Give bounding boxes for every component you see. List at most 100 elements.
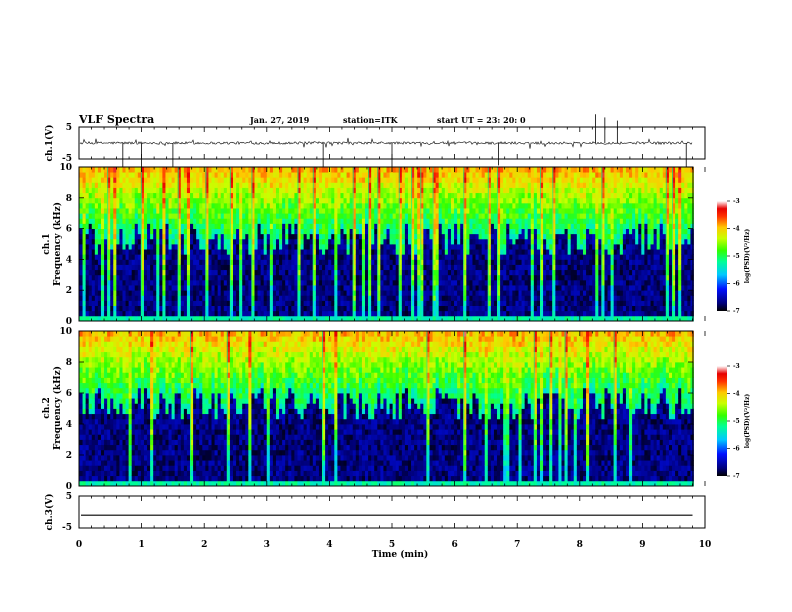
spectrogram-cell — [223, 279, 228, 286]
spectrogram-cell — [540, 305, 544, 312]
spectrogram-cell — [300, 300, 305, 306]
spectrogram-cell — [282, 300, 286, 306]
spectrogram-cell — [552, 238, 556, 245]
spectrogram-cell — [168, 285, 172, 291]
spectrogram-cell — [395, 279, 400, 286]
spectrogram-cell — [140, 233, 145, 240]
spectrogram-cell — [490, 285, 495, 291]
spectrogram-cell — [85, 197, 90, 204]
spectrogram-cell — [515, 310, 519, 317]
spectrogram-cell — [269, 315, 274, 322]
spectrogram-cell — [113, 223, 117, 229]
spectrogram-cell — [159, 290, 163, 296]
spectrogram-cell — [122, 244, 126, 250]
spectrogram-cell — [555, 187, 559, 194]
spectrogram-cell — [481, 279, 486, 286]
spectrogram-cell — [174, 233, 179, 240]
spectrogram-cell — [331, 177, 335, 183]
spectrogram-cell — [104, 305, 108, 312]
spectrogram-cell — [165, 177, 169, 183]
spectrogram-cell — [285, 223, 289, 229]
spectrogram-cell — [303, 197, 308, 204]
spectrogram-cell — [168, 172, 172, 178]
spectrogram-cell — [432, 295, 437, 301]
spectrogram-cell — [530, 218, 535, 224]
spectrogram-cell — [196, 192, 200, 199]
spectrogram-cell — [450, 208, 455, 214]
spectrogram-cell — [386, 218, 390, 224]
spectrogram-cell — [183, 167, 188, 173]
spectrogram-cell — [328, 244, 332, 250]
spectrogram-cell — [159, 254, 163, 260]
spectrogram-cell — [343, 244, 347, 250]
spectrogram-cell — [361, 208, 366, 214]
spectrogram-cell — [420, 259, 424, 265]
spectrogram-cell — [318, 254, 323, 260]
spectrogram-cell — [423, 315, 427, 322]
spectrogram-cell — [177, 233, 182, 240]
spectrogram-cell — [318, 172, 323, 178]
spectrogram-cell — [497, 254, 501, 260]
spectrogram-cell — [303, 254, 308, 260]
spectrogram-cell — [220, 269, 225, 276]
spectrogram-cell — [490, 208, 495, 214]
spectrogram-cell — [94, 244, 99, 250]
spectrogram-cell — [365, 182, 369, 188]
spectrogram-cell — [447, 285, 452, 291]
spectrogram-cell — [540, 228, 544, 235]
spectrogram-cell — [564, 274, 569, 281]
spectrogram-cell — [223, 177, 228, 183]
spectrogram-cell — [303, 172, 308, 178]
spectrogram-cell — [297, 167, 301, 173]
spectrogram-cell — [355, 290, 360, 296]
spectrogram-cell — [288, 202, 292, 209]
spectrogram-cell — [254, 300, 258, 306]
spectrogram-cell — [306, 295, 311, 301]
spectrogram-cell — [122, 182, 126, 188]
spectrogram-cell — [260, 177, 265, 183]
spectrogram-cell — [220, 228, 225, 235]
spectrogram-cell — [438, 202, 443, 209]
spectrogram-cell — [540, 197, 544, 204]
spectrogram-cell — [540, 300, 544, 306]
spectrogram-cell — [420, 238, 424, 245]
spectrogram-cell — [282, 218, 286, 224]
spectrogram-cell — [404, 202, 409, 209]
spectrogram-cell — [558, 290, 562, 296]
spectrogram-cell — [306, 218, 311, 224]
spectrogram-cell — [411, 192, 415, 199]
spectrogram-cell — [493, 202, 498, 209]
spectrogram-cell — [463, 192, 467, 199]
spectrogram-cell — [355, 264, 360, 271]
spectrogram-cell — [429, 223, 433, 229]
spectrogram-cell — [291, 285, 295, 291]
spectrogram-cell — [349, 290, 354, 296]
spectrogram-cell — [404, 167, 409, 173]
spectrogram-cell — [343, 213, 347, 219]
spectrogram-cell — [177, 177, 182, 183]
spectrogram-cell — [279, 182, 283, 188]
spectrogram-cell — [334, 167, 338, 173]
spectrogram-cell — [91, 218, 96, 224]
spectrogram-cell — [122, 187, 126, 194]
spectrogram-cell — [282, 249, 286, 255]
spectrogram-cell — [469, 295, 473, 301]
spectrogram-cell — [220, 208, 225, 214]
spectrogram-cell — [386, 305, 390, 312]
spectrogram-cell — [143, 259, 148, 265]
spectrogram-cell — [407, 285, 412, 291]
spectrogram-cell — [147, 233, 151, 240]
spectrogram-cell — [94, 213, 99, 219]
spectrogram-cell — [306, 202, 311, 209]
spectrogram-cell — [226, 315, 231, 322]
spectrogram-cell — [475, 305, 479, 312]
spectrogram-cell — [328, 238, 332, 245]
spectrogram-cell — [193, 264, 197, 271]
spectrogram-cell — [558, 223, 562, 229]
spectrogram-cell — [294, 249, 298, 255]
spectrogram-cell — [481, 177, 486, 183]
spectrogram-cell — [469, 259, 473, 265]
spectrogram-cell — [484, 254, 489, 260]
spectrogram-cell — [487, 290, 492, 296]
spectrogram-cell — [331, 315, 335, 322]
